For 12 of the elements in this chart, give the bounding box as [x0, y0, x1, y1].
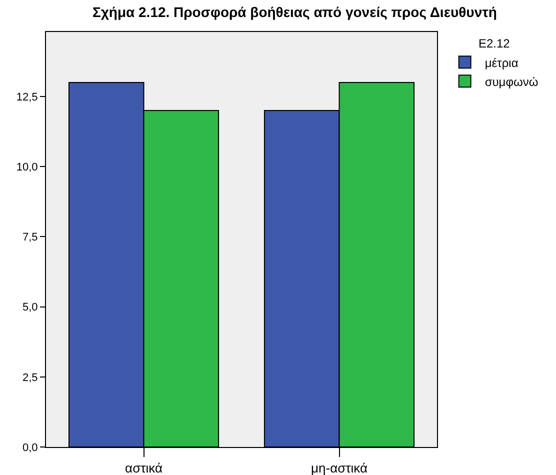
- y-tick-label: 10,0: [16, 161, 38, 174]
- x-tick-label: μη-αστικά: [311, 460, 368, 475]
- y-tick-label: 12,5: [16, 91, 38, 104]
- chart-title: Σχήμα 2.12. Προσφορά βοήθειας από γονείς προς Διευθυντή: [92, 4, 497, 20]
- legend-label: συμφωνώ: [484, 74, 538, 89]
- y-tick-label: 5,0: [22, 302, 38, 314]
- y-tick-label: 7,5: [22, 232, 38, 244]
- legend-title: E2.12: [478, 36, 510, 51]
- y-tick-label: 2,5: [22, 372, 38, 384]
- y-tick-label: 0,0: [22, 442, 38, 454]
- x-tick-label: αστικά: [125, 460, 163, 475]
- legend-label: μέτρια: [484, 56, 518, 70]
